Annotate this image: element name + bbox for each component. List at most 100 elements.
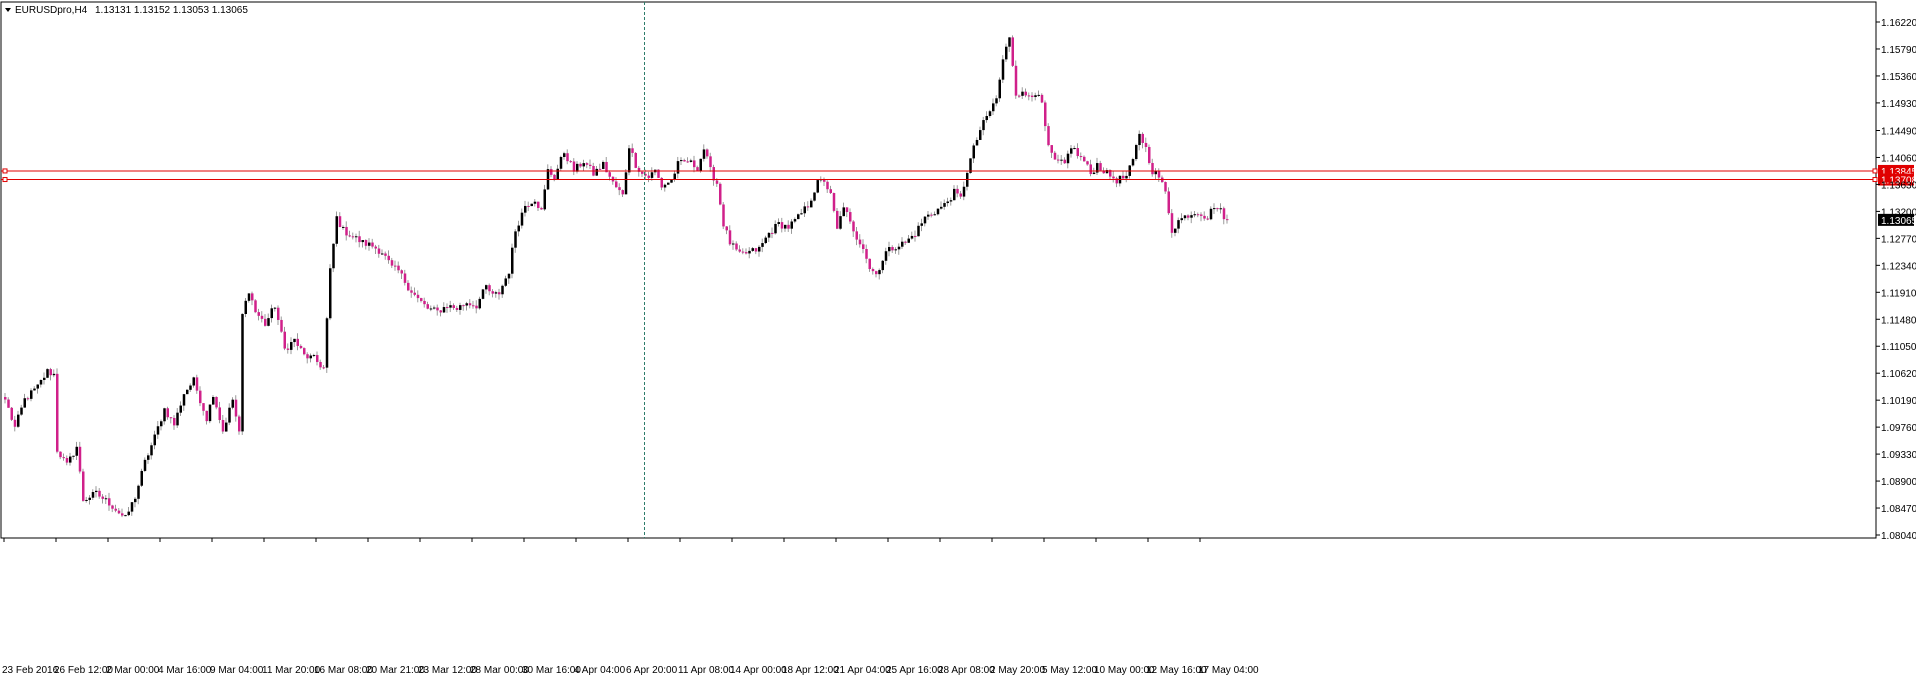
candle-bull xyxy=(293,338,296,343)
line-anchor-left[interactable] xyxy=(2,177,8,183)
candle-bull xyxy=(1034,95,1037,98)
candle-bear xyxy=(871,269,875,272)
candle-bull xyxy=(888,247,891,252)
candle-bull xyxy=(163,408,166,422)
candle-bear xyxy=(930,214,933,216)
candle-bull xyxy=(312,355,316,357)
candle-bull xyxy=(39,379,43,385)
candle-bull xyxy=(985,116,988,121)
candle-bear xyxy=(855,231,858,240)
candle-bear xyxy=(572,161,576,172)
candle-bull xyxy=(602,161,605,169)
candle-bear xyxy=(832,193,836,211)
candle-bear xyxy=(1102,170,1105,174)
candle-bear xyxy=(257,312,260,316)
x-tick-label: 28 Mar 00:00 xyxy=(470,665,529,676)
candle-bull xyxy=(1073,148,1076,150)
candle-bear xyxy=(823,179,826,182)
candle-bear xyxy=(400,270,403,274)
candle-bull xyxy=(923,216,927,224)
candle-bear xyxy=(1047,126,1050,146)
candle-bear xyxy=(1151,162,1154,175)
x-tick-label: 12 May 16:00 xyxy=(1146,665,1207,676)
candle-bear xyxy=(780,222,784,229)
candle-bear xyxy=(1014,65,1018,96)
y-tick-label: 1.14490 xyxy=(1881,126,1916,137)
candle-bull xyxy=(91,492,95,498)
candle-bear xyxy=(621,190,624,195)
candle-bull xyxy=(784,224,787,229)
candle-bull xyxy=(582,163,585,167)
candle-bull xyxy=(764,237,767,244)
candle-bear xyxy=(771,232,774,234)
y-tick-label: 1.08900 xyxy=(1881,477,1916,488)
triangle-down-icon[interactable] xyxy=(5,8,11,12)
candle-bull xyxy=(670,179,673,183)
candle-bear xyxy=(56,373,59,452)
candle-bull xyxy=(33,388,36,391)
candle-bull xyxy=(85,499,88,501)
candle-bull xyxy=(494,292,498,294)
candle-bull xyxy=(839,216,842,229)
candle-bear xyxy=(1196,214,1200,216)
price-tag-label: 1.13708 xyxy=(1881,176,1916,187)
candle-bull xyxy=(176,412,179,426)
candle-bear xyxy=(387,255,390,261)
candle-bull xyxy=(943,203,946,207)
candle-bear xyxy=(1063,159,1066,164)
candle-bull xyxy=(758,246,761,252)
candle-bull xyxy=(1092,172,1096,175)
candle-bear xyxy=(62,457,65,459)
x-tick-label: 17 May 04:00 xyxy=(1198,665,1259,676)
candle-bull xyxy=(767,232,771,238)
candle-bull xyxy=(75,446,78,456)
candle-bull xyxy=(969,158,972,173)
candle-bear xyxy=(306,354,309,359)
line-anchor-left[interactable] xyxy=(2,168,8,174)
y-tick-label: 1.15790 xyxy=(1881,45,1916,56)
candle-bear xyxy=(390,260,394,266)
candle-bear xyxy=(618,187,621,191)
candle-bear xyxy=(754,248,758,252)
candle-bull xyxy=(1138,133,1141,146)
candle-bull xyxy=(907,238,910,243)
candle-bear xyxy=(452,305,455,308)
candle-bear xyxy=(410,290,413,293)
candle-bear xyxy=(875,271,878,275)
candle-bear xyxy=(446,307,449,309)
candle-bull xyxy=(88,497,91,500)
candle-bull xyxy=(680,160,683,162)
candle-bear xyxy=(319,361,322,368)
candle-bear xyxy=(111,505,114,509)
candle-bear xyxy=(1167,191,1170,214)
candle-bear xyxy=(1040,94,1044,103)
line-anchor-right[interactable] xyxy=(1872,177,1878,183)
candle-bear xyxy=(608,172,611,177)
candle-bear xyxy=(1164,182,1167,192)
y-tick-label: 1.12770 xyxy=(1881,234,1916,245)
candle-bull xyxy=(813,192,816,201)
candle-bear xyxy=(569,161,572,163)
candle-bear xyxy=(631,148,634,153)
candle-bull xyxy=(332,243,335,269)
candle-bear xyxy=(660,177,663,188)
candle-bear xyxy=(712,167,715,181)
candle-bear xyxy=(195,377,199,391)
candle-bull xyxy=(676,161,680,174)
candle-bear xyxy=(121,513,124,516)
candle-bear xyxy=(738,249,741,252)
candle-bull xyxy=(52,373,56,376)
candle-bear xyxy=(303,348,306,355)
candle-bull xyxy=(130,502,134,512)
candle-bull xyxy=(650,172,654,178)
candle-bear xyxy=(1115,178,1118,184)
candle-bear xyxy=(98,490,101,497)
candle-bear xyxy=(891,247,894,251)
candle-bear xyxy=(1053,152,1057,160)
candle-bull xyxy=(816,180,819,193)
candle-bear xyxy=(407,282,410,291)
candle-bear xyxy=(657,169,660,178)
candle-bull xyxy=(894,249,897,251)
line-anchor-right[interactable] xyxy=(1872,168,1878,174)
